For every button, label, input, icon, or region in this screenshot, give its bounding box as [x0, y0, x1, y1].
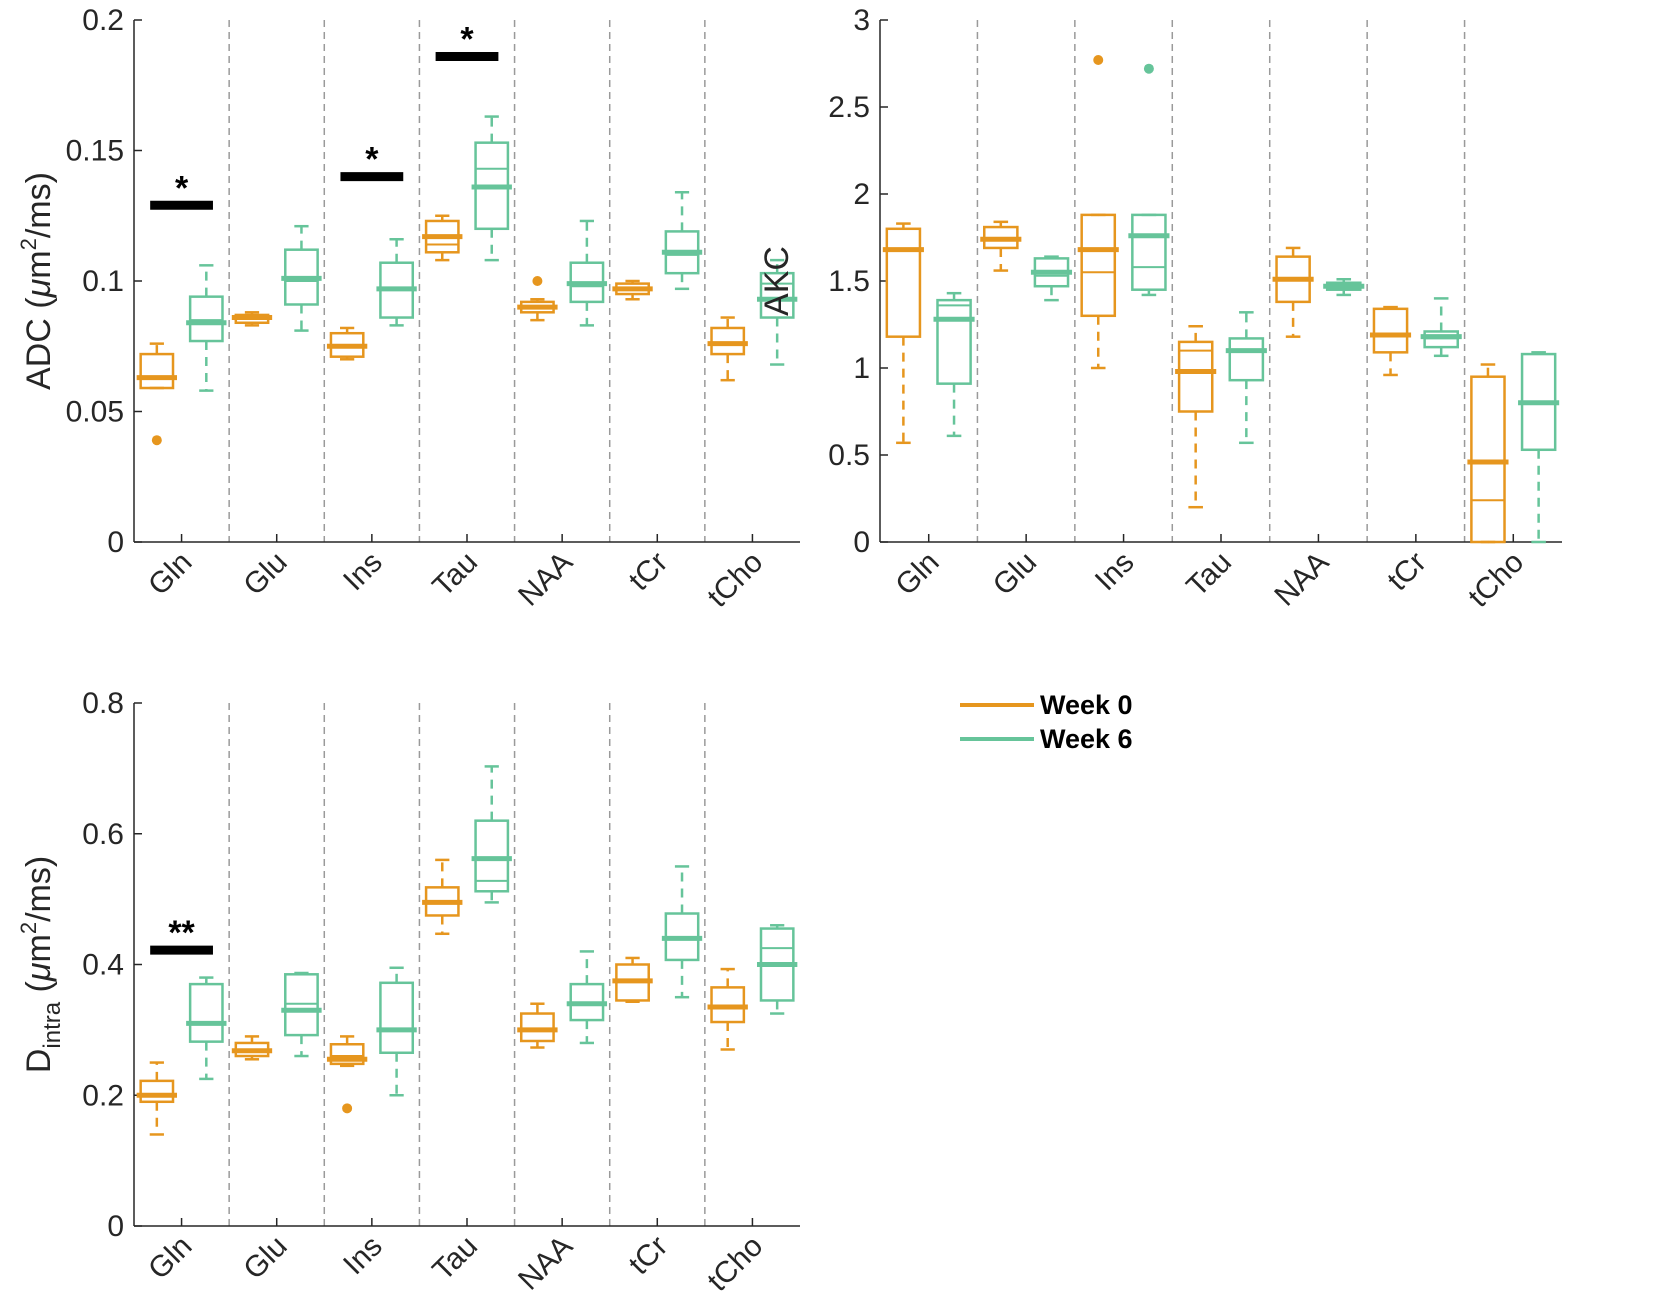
legend-entry-week0: Week 0: [960, 688, 1133, 722]
adc-x-tick-label: NAA: [512, 546, 579, 613]
akc-week0-ins-outlier: [1093, 55, 1104, 66]
akc-x-tick-label: tCho: [1462, 546, 1530, 614]
dintra-y-axis-label-part: D: [20, 1049, 58, 1074]
dintra-week6-ins-box: [379, 981, 415, 1055]
dintra-y-tick-label: 0.2: [82, 1079, 124, 1112]
akc-week0-gln-box: [885, 227, 922, 338]
akc-y-tick-label: 2.5: [828, 91, 870, 124]
akc-x-tick-label: NAA: [1268, 546, 1335, 613]
adc-week0-naa-outlier: [532, 276, 543, 286]
dintra-significance-stars: **: [168, 914, 195, 952]
akc-panel: 0 0.5 1 1.5 2 2.5 3 Gln Glu Ins Tau NAA tCr tCho AKC: [758, 4, 1562, 614]
adc-significance-stars: *: [365, 141, 379, 179]
akc-y-axis-label: AKC: [758, 246, 796, 316]
adc-week0-gln-box: [139, 352, 175, 390]
adc-y-tick-label: 0.05: [66, 396, 124, 429]
dintra-week0-ins-box: [329, 1043, 365, 1066]
dintra-y-axis-label-part: μ: [20, 962, 58, 982]
dintra-x-tick-label: tCr: [623, 1230, 675, 1282]
dintra-y-tick-label: 0: [107, 1210, 124, 1243]
akc-y-tick-label: 0.5: [828, 439, 870, 472]
dintra-y-axis-label: Dintra (μm2/ms): [16, 856, 66, 1073]
akc-week6-tau-box: [1228, 337, 1265, 382]
adc-x-tick-label: tCr: [623, 546, 675, 598]
adc-panel: 0 0.05 0.1 0.15 0.2 Gln Glu Ins Tau NAA tCr tCho * * *…: [16, 4, 800, 614]
adc-significance-stars: *: [460, 21, 474, 59]
adc-significance-stars: *: [175, 169, 189, 207]
adc-y-axis-label-part: m: [20, 250, 58, 278]
dintra-week0-gln-box: [139, 1079, 175, 1104]
dintra-week0-naa-box: [519, 1012, 555, 1043]
legend-week6-label: Week 6: [1040, 723, 1133, 754]
akc-x-tick-label: Gln: [889, 546, 945, 602]
adc-y-axis-label-part: 2: [16, 238, 41, 250]
dintra-y-tick-label: 0.8: [82, 687, 124, 720]
akc-x-tick-label: Glu: [987, 546, 1043, 602]
dintra-week0-ins-outlier: [342, 1103, 353, 1114]
dintra-y-axis-label-part: intra: [39, 1001, 66, 1048]
adc-x-tick-label: tCho: [701, 546, 769, 614]
adc-week6-tcho-box: [759, 271, 795, 319]
adc-y-tick-label: 0.2: [82, 4, 124, 37]
adc-week0-gln-outlier: [151, 435, 162, 446]
dintra-y-axis-label-part: 2: [16, 922, 41, 934]
adc-y-axis-label: ADC (μm2/ms): [16, 172, 58, 390]
adc-x-tick-label: Tau: [426, 546, 484, 604]
adc-y-tick-label: 0: [107, 526, 124, 559]
akc-week6-ins-outlier: [1143, 63, 1154, 74]
adc-y-axis-label-part: /ms): [20, 172, 58, 238]
legend-week0-label: Week 0: [1040, 689, 1133, 720]
adc-x-tick-label: Glu: [237, 546, 293, 602]
akc-week6-ins-box: [1131, 213, 1167, 291]
legend-week0-swatch: [960, 703, 1034, 707]
akc-week6-gln-box: [936, 298, 972, 385]
dintra-x-tick-label: Ins: [337, 1230, 389, 1282]
dintra-x-tick-label: NAA: [512, 1230, 579, 1297]
dintra-week6-gln-box: [188, 982, 224, 1043]
adc-week6-gln-box: [188, 295, 224, 343]
akc-week0-ins-box: [1080, 213, 1117, 318]
adc-x-tick-label: Ins: [337, 546, 389, 598]
dintra-y-tick-label: 0.6: [82, 818, 124, 851]
dintra-x-tick-label: Glu: [237, 1230, 293, 1286]
adc-y-tick-label: 0.15: [66, 135, 124, 168]
akc-week0-tcho-box: [1470, 375, 1506, 544]
adc-x-tick-label: Gln: [142, 546, 198, 602]
akc-y-tick-label: 2: [853, 178, 870, 211]
adc-y-tick-label: 0.1: [82, 265, 124, 298]
dintra-week6-tau-box: [474, 819, 510, 893]
dintra-y-axis-label-part: m: [20, 934, 58, 962]
akc-y-tick-label: 1: [853, 352, 870, 385]
dintra-x-tick-label: Tau: [426, 1230, 484, 1288]
akc-week0-tau-box: [1177, 340, 1214, 413]
legend: Week 0 Week 6: [960, 688, 1133, 756]
akc-x-tick-label: Tau: [1180, 546, 1238, 604]
akc-y-tick-label: 3: [853, 4, 870, 37]
adc-y-axis-label-part: μ: [20, 278, 58, 298]
adc-y-axis-label-part: ADC (: [20, 297, 58, 390]
legend-week6-swatch: [960, 737, 1034, 741]
dintra-x-tick-label: tCho: [701, 1230, 769, 1298]
dintra-y-axis-label-part: /ms): [20, 856, 58, 922]
dintra-y-tick-label: 0.4: [82, 949, 124, 982]
legend-entry-week6: Week 6: [960, 722, 1133, 756]
dintra-y-axis-label-part: (: [20, 980, 58, 1001]
akc-week0-tcr-box: [1372, 307, 1409, 354]
akc-y-tick-label: 1.5: [828, 265, 870, 298]
akc-x-tick-label: tCr: [1381, 546, 1433, 598]
akc-y-tick-label: 0: [853, 526, 870, 559]
akc-x-tick-label: Ins: [1089, 546, 1141, 598]
dintra-x-tick-label: Gln: [142, 1230, 198, 1286]
dintra-panel: 0 0.2 0.4 0.6 0.8 Gln Glu Ins Tau NAA tCr tCho ** Din…: [16, 687, 800, 1298]
adc-week0-tcho-box: [710, 326, 746, 356]
